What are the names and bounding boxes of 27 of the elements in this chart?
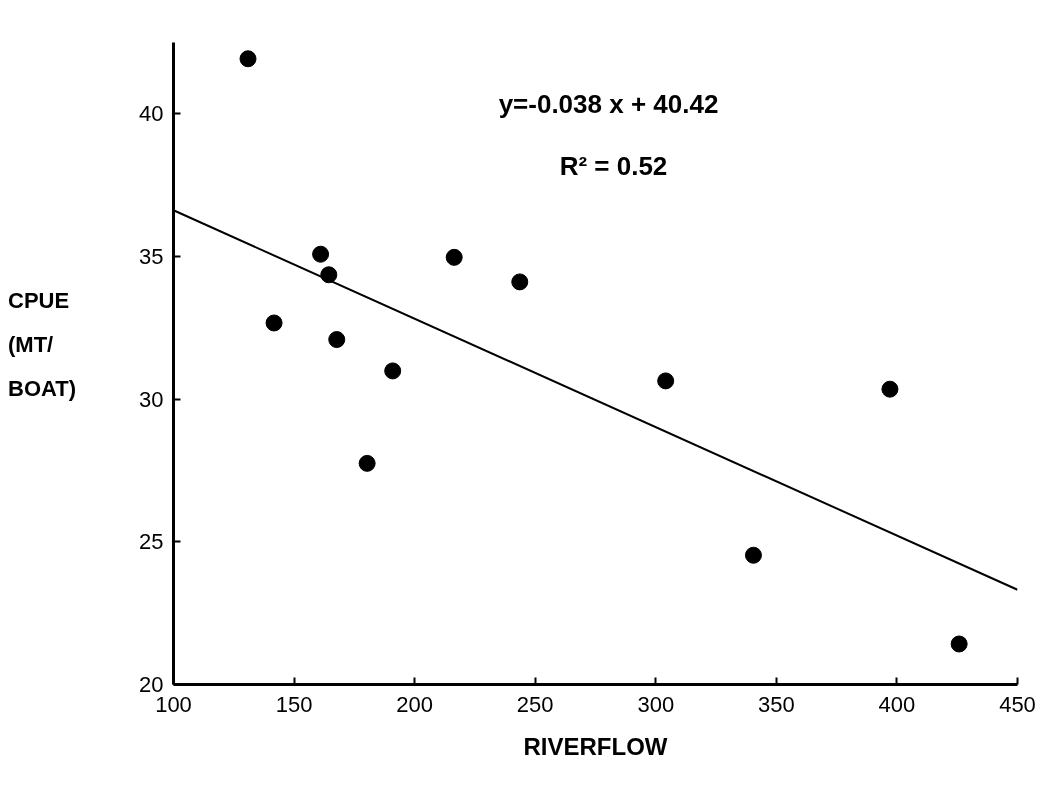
x-tick-label: 200 (396, 691, 434, 717)
x-tick-label: 350 (758, 691, 795, 717)
x-tick-label: 250 (516, 691, 554, 717)
point (950, 635, 968, 653)
y-tick-label: 40 (139, 101, 164, 127)
x-tick-label: 150 (275, 691, 313, 717)
point (744, 546, 762, 564)
point (511, 273, 529, 291)
point (881, 380, 899, 398)
x-tick-label: 300 (637, 691, 675, 717)
x-tick-label: 450 (999, 691, 1036, 717)
point (384, 362, 402, 380)
annotation: y=-0.038 x + 40.42 (498, 88, 719, 119)
y-tick-label: 25 (139, 529, 164, 555)
point (265, 314, 283, 332)
point (239, 50, 257, 68)
point (358, 454, 376, 472)
point (328, 331, 346, 349)
point (445, 248, 463, 266)
x-axis-title: RIVERFLOW (523, 732, 668, 760)
point (657, 372, 675, 390)
y-axis-title: CPUE (MT/ BOAT) (8, 288, 77, 401)
y-tick-label: 30 (139, 386, 164, 412)
point (312, 245, 330, 263)
y-tick-label: 35 (139, 244, 164, 269)
x-tick-label: 400 (878, 691, 916, 717)
annotation: R² = 0.52 (559, 150, 668, 181)
